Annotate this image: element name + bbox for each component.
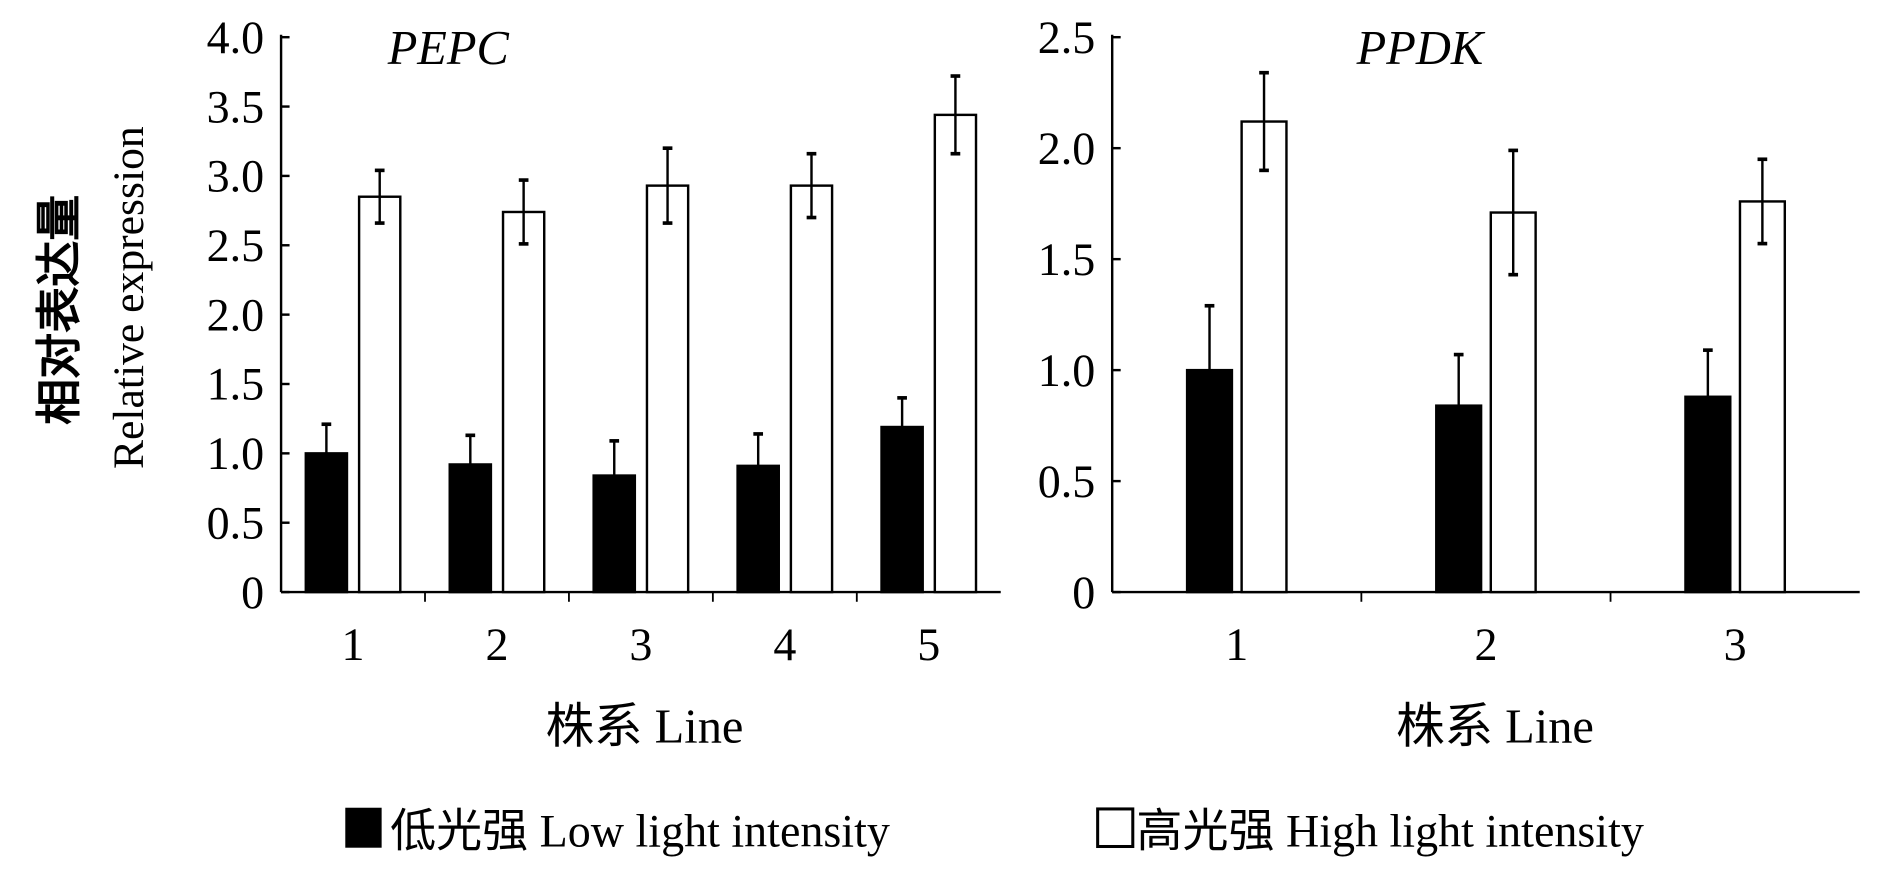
x-axis-label: 株系 Line	[1396, 700, 1594, 753]
y-tick-label: 2.5	[1038, 12, 1096, 63]
y-tick-label: 1.0	[1038, 345, 1096, 396]
bar-high-light	[357, 195, 402, 594]
x-tick-label: 1	[342, 619, 365, 670]
bar-high-light	[789, 184, 834, 594]
legend-swatch-high	[1096, 807, 1135, 849]
bar-low-light	[304, 452, 349, 594]
y-tick-label: 2.0	[207, 289, 265, 340]
legend-label-high: 高光强 High light intensity	[1136, 805, 1643, 856]
y-tick-label: 1.5	[1038, 234, 1096, 285]
bar-low-light	[1435, 404, 1483, 594]
y-tick-label: 2.0	[1038, 123, 1096, 174]
y-tick-label: 0	[1072, 567, 1095, 618]
y-tick-label: 0	[241, 567, 264, 618]
legend-swatch-low	[345, 807, 382, 848]
bar-low-light	[592, 474, 637, 594]
legend-label-low: 低光强 Low light intensity	[390, 805, 890, 856]
y-tick-label: 0.5	[207, 497, 265, 548]
x-tick-label: 3	[629, 619, 652, 670]
x-tick-label: 1	[1225, 619, 1248, 670]
bar-high-light	[645, 184, 690, 594]
bar-low-light	[880, 425, 924, 594]
y-tick-label: 3.0	[207, 151, 265, 202]
bar-low-light	[1684, 395, 1732, 594]
x-tick-label: 2	[1474, 619, 1497, 670]
y-tick-label: 1.0	[207, 428, 265, 479]
pepc-panel: PEPC 0 0.5 1.0 1.5 2.0 2.5 3.0 3.5 4.0 1 2 3 4 5 株系 Lin…	[207, 12, 1001, 753]
y-axis-label-cn: 相对表达量	[32, 195, 86, 425]
y-tick-label: 2.5	[207, 220, 265, 271]
panel-title: PPDK	[1356, 22, 1486, 75]
bar-low-light	[448, 463, 493, 594]
x-tick-label: 5	[917, 619, 940, 670]
panel-title: PEPC	[387, 22, 510, 75]
y-tick-label: 0.5	[1038, 456, 1096, 507]
bar-high-light	[933, 113, 978, 594]
bar-high-light	[1240, 120, 1288, 594]
ppdk-panel: PPDK 0 0.5 1.0 1.5 2.0 2.5 1 2 3 株系 Line	[1038, 12, 1860, 753]
y-tick-label: 1.5	[207, 359, 265, 410]
x-axis-label: 株系 Line	[546, 700, 744, 753]
bar-low-light	[1185, 368, 1234, 594]
bar-low-light	[736, 464, 780, 594]
y-tick-label: 4.0	[207, 12, 265, 63]
legend: 低光强 Low light intensity 高光强 High light i…	[345, 805, 1644, 856]
x-tick-label: 2	[485, 619, 508, 670]
x-tick-label: 4	[773, 619, 796, 670]
y-tick-label: 3.5	[207, 81, 265, 132]
bar-high-light	[501, 210, 546, 594]
y-axis-label: Relative expression	[105, 126, 153, 469]
x-tick-label: 3	[1724, 619, 1747, 670]
bar-high-light	[1738, 200, 1787, 594]
